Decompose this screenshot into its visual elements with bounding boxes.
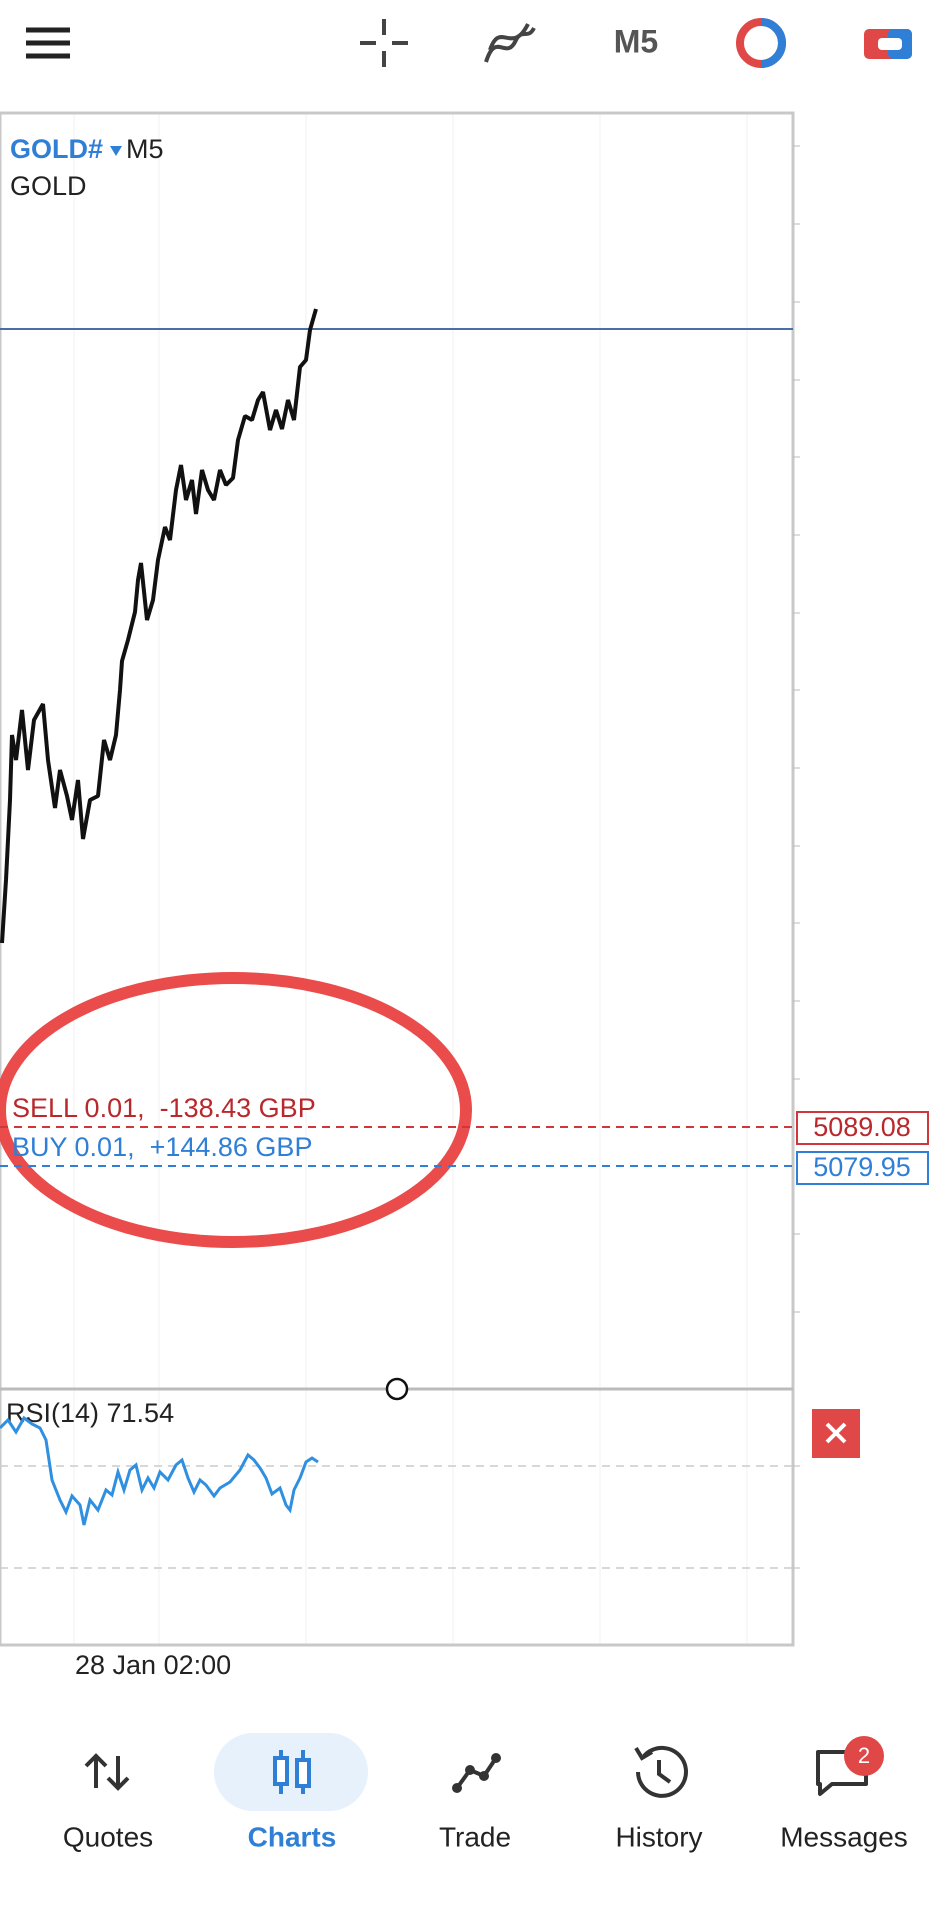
messages-badge: 2: [858, 1743, 870, 1768]
rsi-line: [0, 1415, 319, 1526]
one-click-button[interactable]: [736, 18, 786, 68]
nav-label[interactable]: Trade: [439, 1821, 511, 1852]
history-icon[interactable]: [634, 1745, 688, 1798]
buy-price: 5079.95: [813, 1152, 911, 1182]
trade-icon[interactable]: [452, 1753, 501, 1793]
active-tab-highlight: [214, 1733, 368, 1811]
nav-label[interactable]: History: [615, 1821, 702, 1852]
nav-label[interactable]: Quotes: [63, 1821, 153, 1852]
panel-resize-handle[interactable]: [385, 1377, 409, 1401]
symbol[interactable]: GOLD#: [10, 134, 103, 164]
symbol-description: GOLD: [10, 171, 87, 201]
nav-label[interactable]: Charts: [248, 1821, 337, 1852]
rsi-label: RSI(14) 71.54: [6, 1398, 174, 1428]
trade-button[interactable]: [864, 29, 912, 59]
chart-grid: [73, 113, 748, 1645]
sell-price-box: [796, 1111, 929, 1145]
chart-timeframe: M5: [126, 134, 164, 164]
crosshair-button[interactable]: [360, 19, 408, 67]
highlight-circle: [0, 972, 472, 1248]
sell-position[interactable]: SELL 0.01, -138.43 GBP: [12, 1093, 316, 1123]
charts-icon[interactable]: [273, 1750, 311, 1794]
time-label: 28 Jan 02:00: [75, 1650, 231, 1680]
indicators-button[interactable]: [484, 23, 536, 63]
buy-price-box: [796, 1151, 929, 1185]
price-bars: [0, 308, 318, 944]
messages-icon[interactable]: [816, 1736, 884, 1796]
sell-price: 5089.08: [813, 1112, 911, 1142]
buy-position[interactable]: BUY 0.01, +144.86 GBP: [12, 1132, 312, 1162]
menu-button[interactable]: [26, 27, 70, 59]
timeframe-button[interactable]: M5: [614, 23, 658, 59]
chart-border: [0, 111, 795, 1647]
quotes-icon[interactable]: [84, 1753, 130, 1791]
nav-label[interactable]: Messages: [780, 1821, 908, 1852]
price-scale-ticks: [793, 145, 800, 1569]
symbol-dropdown[interactable]: [110, 146, 122, 156]
